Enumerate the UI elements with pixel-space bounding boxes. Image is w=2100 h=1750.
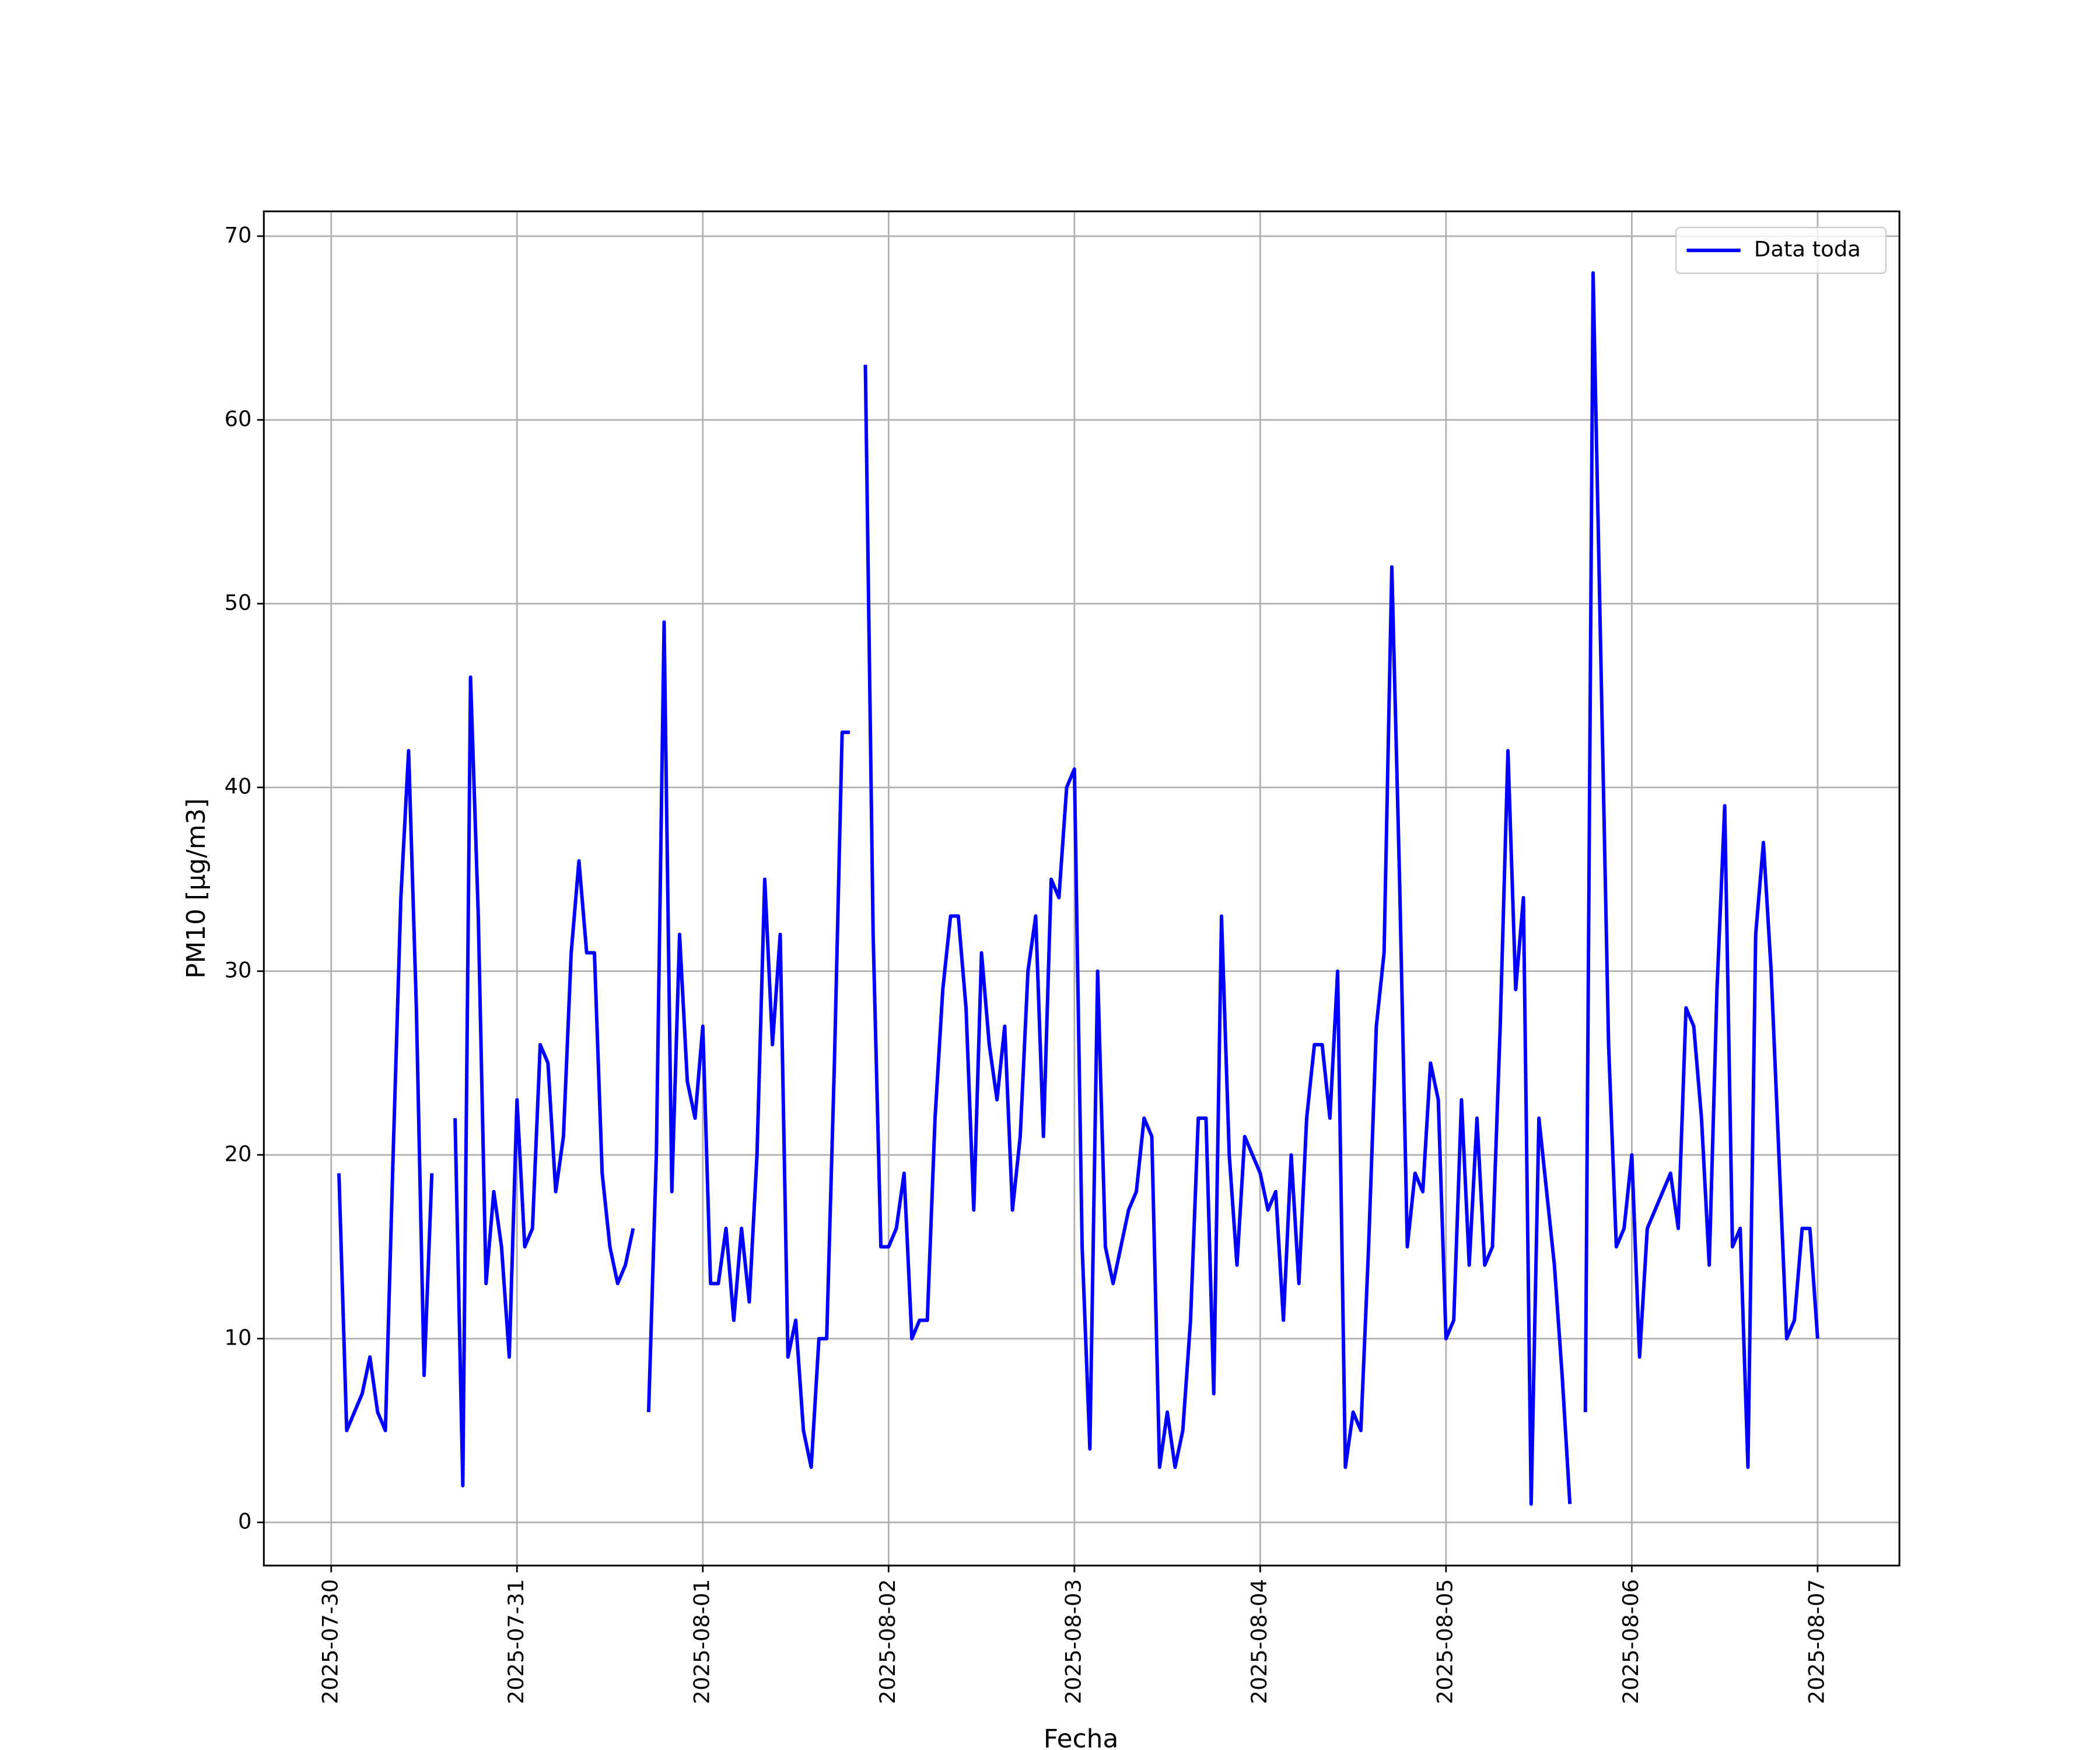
x-tick-label: 2025-08-04 <box>1247 1579 1272 1704</box>
x-tick-label: 2025-08-07 <box>1804 1579 1829 1704</box>
x-tick-label: 2025-07-31 <box>503 1579 528 1704</box>
y-tick-label: 50 <box>225 590 252 615</box>
x-tick-label: 2025-08-05 <box>1432 1579 1457 1704</box>
y-tick-label: 60 <box>225 406 252 431</box>
x-axis-label: Fecha <box>1044 1724 1119 1750</box>
x-tick-label: 2025-07-30 <box>317 1579 342 1704</box>
y-tick-label: 0 <box>238 1508 251 1534</box>
x-tick-label: 2025-08-02 <box>875 1579 900 1704</box>
y-tick-label: 70 <box>225 222 252 247</box>
x-tick-label: 2025-08-06 <box>1618 1579 1643 1704</box>
y-tick-label: 10 <box>225 1325 252 1350</box>
x-tick-label: 2025-08-03 <box>1060 1579 1086 1704</box>
y-tick-label: 40 <box>225 774 252 799</box>
legend: Data toda <box>1675 226 1887 274</box>
x-tick-label: 2025-08-01 <box>689 1579 714 1704</box>
y-tick-label: 20 <box>225 1141 252 1166</box>
legend-box <box>1675 226 1887 274</box>
data-line <box>337 271 1819 1506</box>
legend-label: Data toda <box>1754 237 1861 262</box>
plot-frame <box>262 210 1901 1567</box>
y-axis-label: PM10 [μg/m3] <box>181 798 211 978</box>
y-tick-label: 30 <box>225 957 252 982</box>
